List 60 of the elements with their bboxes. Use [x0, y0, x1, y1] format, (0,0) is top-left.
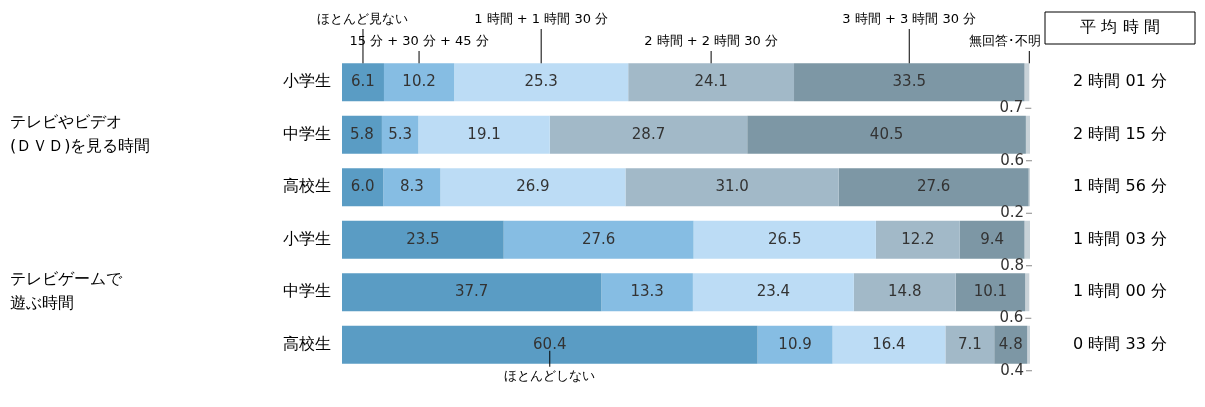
data-label: 13.3: [630, 282, 664, 301]
text: 2 時間 01 分: [1073, 71, 1167, 91]
text: テレビやビデオ: [10, 111, 122, 131]
data-label: 4.8: [998, 334, 1023, 353]
text: 1 時間 + 1 時間 30 分: [474, 11, 609, 27]
data-label: 0.8: [1000, 255, 1024, 274]
data-label: 6.1: [351, 72, 375, 91]
text: 平 均 時 間: [1080, 17, 1160, 37]
data-label: 26.5: [768, 229, 802, 248]
series-label: 15 分 + 30 分 + 45 分: [349, 33, 489, 49]
data-label: 33.5: [892, 72, 926, 91]
y-tick-label: 小学生: [283, 71, 331, 91]
data-label: 10.2: [402, 72, 436, 91]
data-label: 14.8: [888, 282, 922, 301]
series-label: 2 時間 + 2 時間 30 分: [644, 33, 778, 49]
data-label: 0.6: [1000, 150, 1024, 169]
y-tick-label: 小学生: [283, 228, 331, 248]
text: 2 時間 15 分: [1073, 123, 1167, 143]
text: テレビゲームで: [10, 269, 123, 289]
data-label: 10.9: [778, 334, 812, 353]
text: 3 時間 + 3 時間 30 分: [842, 11, 977, 27]
data-label: 6.0: [350, 177, 375, 196]
data-label: 31.0: [715, 177, 749, 196]
data-label: 0.7: [999, 98, 1024, 117]
text: ほとんど見ない: [317, 11, 409, 27]
data-label: 0.4: [1000, 360, 1024, 379]
data-label: 5.8: [350, 124, 374, 143]
series-label: 無回答･不明: [969, 33, 1042, 49]
data-label: 12.2: [901, 229, 935, 248]
text: 0 時間 33 分: [1073, 333, 1167, 353]
y-tick-label: 中学生: [283, 123, 331, 143]
data-label: 0.6: [999, 308, 1024, 327]
data-label: 60.4: [533, 334, 567, 353]
data-label: 40.5: [869, 124, 904, 143]
data-label: 5.3: [388, 124, 413, 143]
data-label: 23.4: [756, 282, 791, 301]
data-label: 10.1: [973, 282, 1008, 301]
data-label: 28.7: [631, 124, 666, 143]
data-label: 27.6: [581, 229, 616, 248]
data-label: 26.9: [516, 177, 550, 196]
data-label: 25.3: [524, 72, 558, 91]
text: 1 時間 56 分: [1073, 176, 1167, 196]
data-label: 7.1: [957, 334, 982, 353]
data-label: 8.3: [399, 177, 424, 196]
data-label: 23.5: [406, 229, 440, 248]
annotation: ほとんどしない: [504, 368, 596, 384]
y-tick-label: 高校生: [283, 333, 331, 353]
text: (ＤＶＤ)を見る時間: [10, 135, 151, 155]
text: 1 時間 00 分: [1073, 281, 1167, 301]
data-label: 9.4: [980, 229, 1005, 248]
data-label: 0.2: [1000, 203, 1024, 222]
y-tick-label: 中学生: [283, 281, 331, 301]
data-label: 16.4: [872, 334, 906, 353]
y-tick-label: 高校生: [283, 176, 331, 196]
text: 1 時間 03 分: [1073, 228, 1167, 248]
data-label: 24.1: [694, 72, 728, 91]
data-label: 19.1: [467, 124, 501, 143]
text: 遊ぶ時間: [10, 293, 74, 313]
data-label: 37.7: [454, 282, 489, 301]
data-label: 27.6: [916, 177, 951, 196]
